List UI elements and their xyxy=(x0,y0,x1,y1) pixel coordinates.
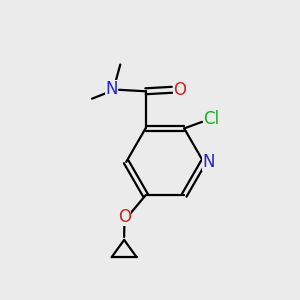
Text: Cl: Cl xyxy=(203,110,220,128)
Text: N: N xyxy=(202,153,215,171)
Text: O: O xyxy=(173,81,186,99)
Text: N: N xyxy=(105,80,118,98)
Text: O: O xyxy=(118,208,131,226)
